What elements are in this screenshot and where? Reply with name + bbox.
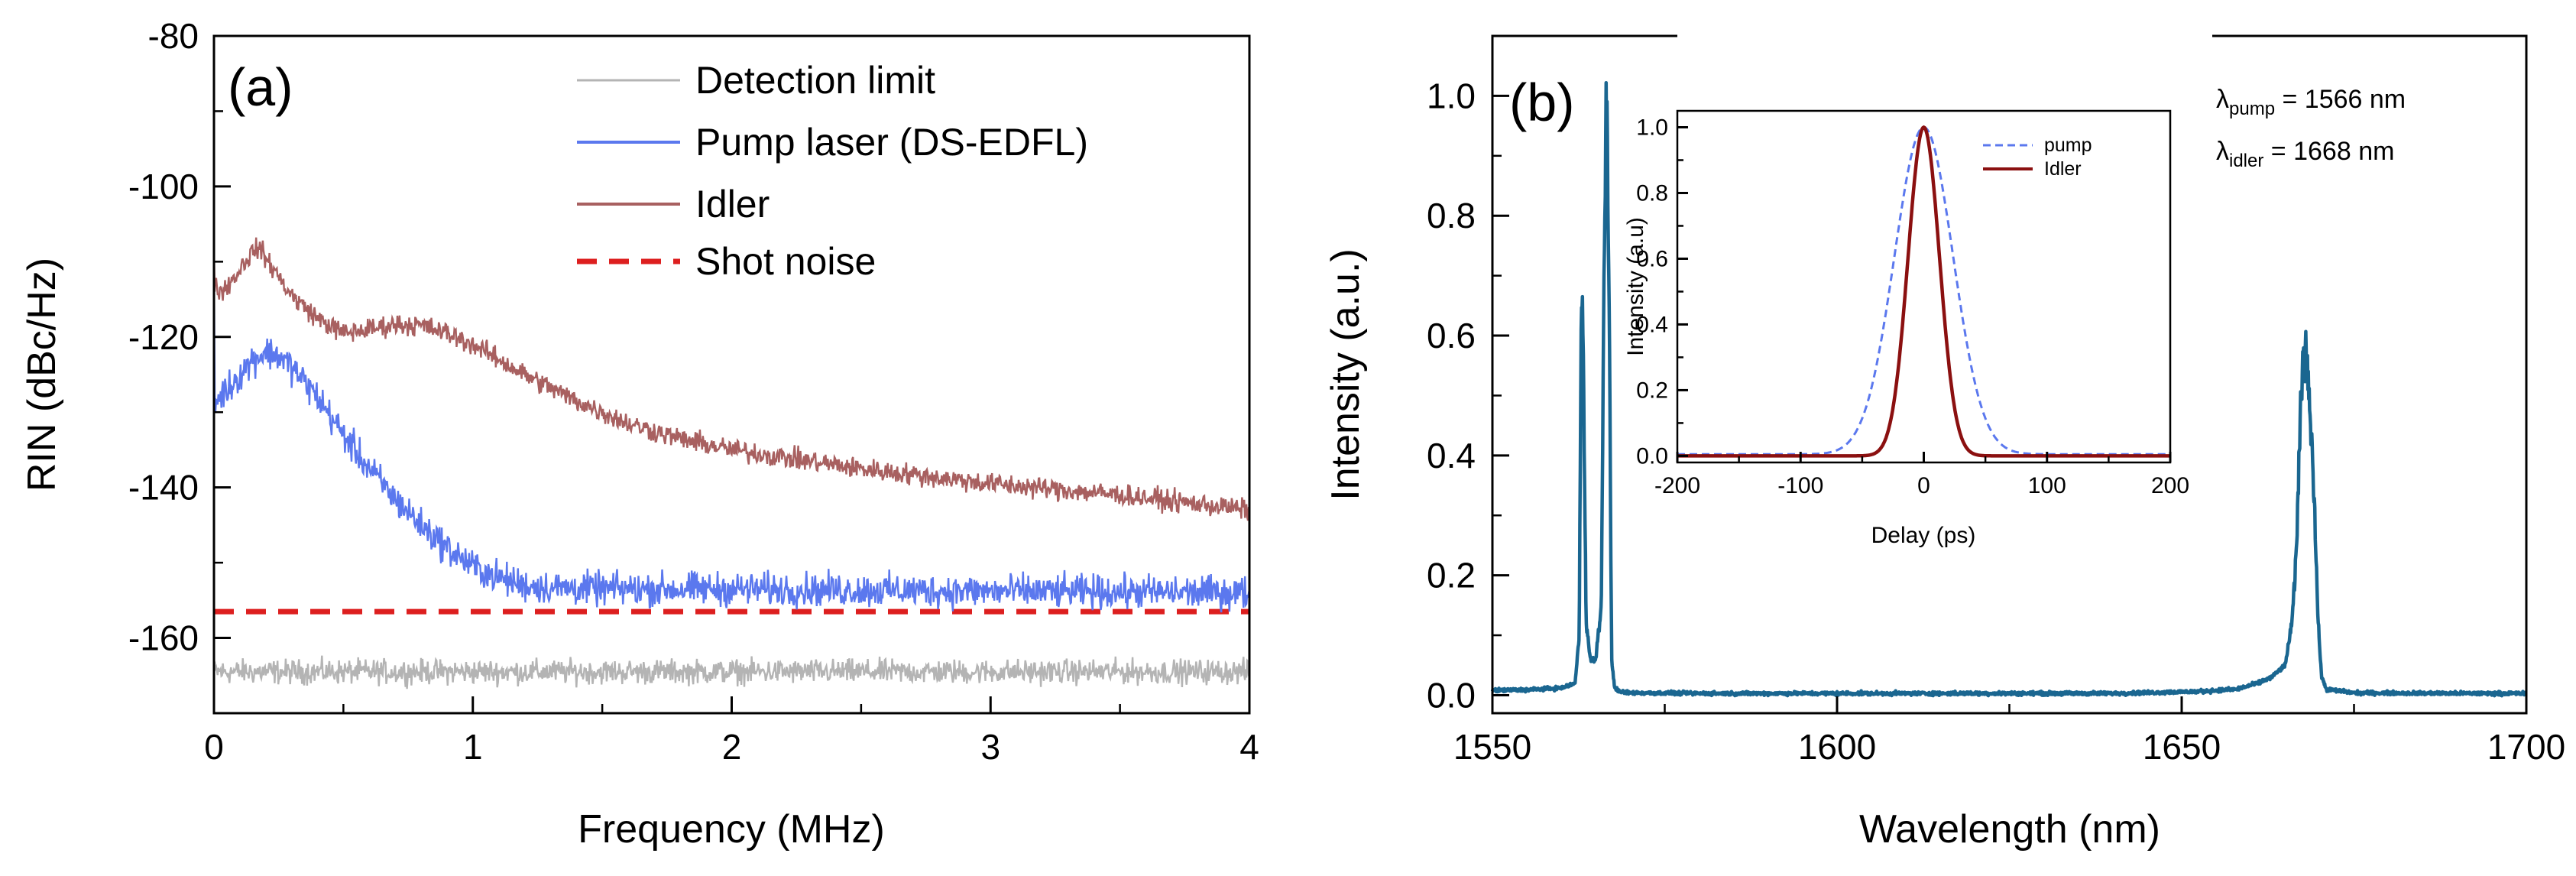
y-tick-label: 0.4 [1427,436,1476,475]
y-tick-label: -140 [128,468,199,508]
y-tick-label: -100 [128,167,199,206]
x-tick-label: 2 [722,727,742,767]
series-line-detection-limit [214,655,1249,689]
x-tick-label: 100 [2028,473,2066,498]
x-tick-label: 1600 [1798,727,1876,767]
panel-a-rin-chart: (a) 0 1 2 3 4 -80 -100 -120 -140 -160 Frequency (… [20,16,1259,852]
panel-b-x-axis-title: Wavelength (nm) [1859,807,2160,852]
y-tick-label: 0.8 [1427,196,1476,235]
y-tick-label: 0.0 [1427,675,1476,715]
panel-b-spectrum-chart: 1550 1600 1650 1700 0.0 0.2 0.4 0.6 0.8 1.0 (b) W… [1324,31,2565,852]
inset-series-line-idler [1677,125,2170,458]
y-tick-label: 0.2 [1427,556,1476,595]
inset-y-axis-title: Intensity (a.u) [1623,217,1648,356]
panel-b-series-layer [1490,80,2528,698]
inset-x-axis-title: Delay (ps) [1871,523,1976,548]
panel-a-x-axis-title: Frequency (MHz) [578,807,885,852]
inset-ticks: -200 -100 0 100 200 0.0 0.2 0.4 0.6 0.8 1.0 [1636,115,2189,498]
x-tick-label: 0 [1917,473,1930,498]
panel-b-y-axis-title: Intensity (a.u.) [1324,248,1368,500]
y-tick-label: -80 [148,16,199,56]
y-tick-label: -120 [128,317,199,357]
legend-label-pump-laser: Pump laser (DS-EDFL) [695,121,1088,164]
x-tick-label: 1 [463,727,483,767]
y-tick-label: 0.2 [1636,378,1668,403]
y-tick-label: 0.4 [1636,312,1668,337]
inset-legend: pump Idler [1983,135,2092,180]
panel-b-tag: (b) [1509,73,1575,132]
series-line-idler [214,36,1249,521]
x-tick-label: 1650 [2143,727,2221,767]
y-tick-label: 1.0 [1427,76,1476,115]
x-tick-label: 1700 [2487,727,2565,767]
panel-a-ticks: 0 1 2 3 4 -80 -100 -120 -140 -160 [128,16,1259,767]
x-tick-label: 3 [980,727,1000,767]
inset-series-layer [1677,125,2170,458]
legend-label-shot-noise: Shot noise [695,240,876,283]
panel-a-tag: (a) [228,57,293,117]
x-tick-label: 4 [1239,727,1259,767]
x-tick-label: 200 [2151,473,2189,498]
x-tick-label: 1550 [1453,727,1531,767]
y-tick-label: 0.6 [1427,316,1476,355]
inset-background [1677,31,2212,489]
y-tick-label: 0.6 [1636,246,1668,271]
inset-legend-label-pump: pump [2044,135,2092,156]
y-tick-label: 0.8 [1636,180,1668,206]
series-line-pump-laser-ds-edfl [214,261,1249,613]
panel-a-legend: Detection limit Pump laser (DS-EDFL) Idl… [577,59,1088,283]
x-tick-label: 0 [204,727,224,767]
legend-label-detection-limit: Detection limit [695,59,935,102]
panel-a-series-layer [214,36,1249,689]
x-tick-label: -100 [1777,473,1823,498]
y-tick-label: 0.0 [1636,443,1668,469]
y-tick-label: 1.0 [1636,115,1668,140]
panel-a-y-axis-title: RIN (dBc/Hz) [20,258,64,492]
inset-legend-label-idler: Idler [2044,158,2082,180]
panel-b-ticks: 1550 1600 1650 1700 0.0 0.2 0.4 0.6 0.8 1.0 [1427,76,2565,767]
annotation-lambda-idler: λidler = 1668 nm [2216,137,2394,171]
legend-label-idler: Idler [695,183,770,225]
series-line-spectrum [1490,80,2528,698]
x-tick-label: -200 [1654,473,1700,498]
panel-b-inset-autocorrelation: -200 -100 0 100 200 0.0 0.2 0.4 0.6 0.8 1.0 Delay … [1623,31,2212,548]
y-tick-label: -160 [128,618,199,658]
annotation-lambda-pump: λpump = 1566 nm [2216,85,2406,119]
